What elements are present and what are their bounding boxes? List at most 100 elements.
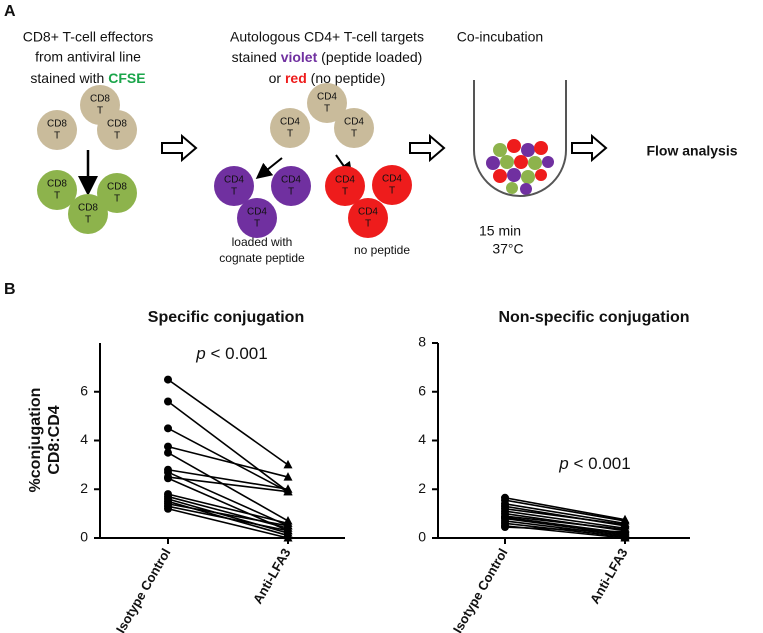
y-axis-label: %conjugation bbox=[27, 388, 44, 493]
marker-triangle bbox=[620, 533, 630, 542]
cell-label: T bbox=[97, 106, 103, 117]
annotation-italic: p bbox=[195, 344, 205, 363]
pair-line bbox=[167, 427, 289, 493]
cell-label: CD4 bbox=[280, 117, 300, 128]
cell-body bbox=[307, 83, 347, 123]
marker-circle bbox=[164, 397, 172, 406]
pair-line bbox=[504, 510, 626, 530]
pair-line bbox=[504, 515, 626, 531]
caption: Autologous CD4+ T-cell targets bbox=[230, 29, 424, 45]
pair-line bbox=[504, 520, 626, 537]
cell-body bbox=[97, 110, 137, 150]
marker-circle bbox=[164, 448, 172, 457]
cell-label: CD8 bbox=[90, 94, 110, 105]
y-tick-label: 4 bbox=[80, 431, 88, 447]
cell-label: T bbox=[54, 191, 60, 202]
caption: from antiviral line bbox=[35, 49, 141, 65]
pair-line bbox=[504, 526, 626, 533]
pair-line bbox=[167, 468, 289, 491]
pair-line bbox=[167, 493, 289, 525]
pair-line bbox=[167, 378, 289, 466]
highlight: CFSE bbox=[108, 70, 145, 86]
cell-body bbox=[348, 198, 388, 238]
marker-circle bbox=[164, 504, 172, 513]
marker-circle bbox=[164, 474, 172, 483]
cell-label: T bbox=[114, 131, 120, 142]
marker-triangle bbox=[283, 472, 293, 481]
highlight: violet bbox=[281, 49, 318, 65]
marker-circle bbox=[501, 523, 509, 532]
caption: or red (no peptide) bbox=[269, 70, 386, 86]
caption: stained with CFSE bbox=[30, 70, 145, 86]
pair-line bbox=[504, 496, 626, 521]
process-arrow bbox=[409, 135, 445, 161]
pair-line bbox=[504, 503, 626, 525]
y-axis-label: CD8:CD4 bbox=[46, 405, 63, 474]
caption: loaded with bbox=[232, 235, 293, 249]
y-tick-label: 0 bbox=[80, 529, 88, 545]
cell-body bbox=[372, 165, 412, 205]
cell-label: T bbox=[231, 187, 237, 198]
cell-label: CD4 bbox=[317, 92, 337, 103]
cell-label: CD8 bbox=[107, 182, 127, 193]
panel-label: B bbox=[4, 281, 16, 298]
pair-line bbox=[504, 499, 626, 522]
annotation-italic: p bbox=[558, 454, 568, 473]
cell-body bbox=[37, 110, 77, 150]
cell-label: T bbox=[85, 215, 91, 226]
cell-label: T bbox=[114, 194, 120, 205]
pair-line bbox=[504, 507, 626, 526]
pair-line bbox=[167, 445, 289, 478]
marker-triangle bbox=[283, 459, 293, 469]
cell-label: CD4 bbox=[247, 207, 267, 218]
y-tick-label: 2 bbox=[80, 480, 88, 496]
cell-label: CD4 bbox=[224, 175, 244, 186]
caption: 37°C bbox=[492, 241, 523, 257]
cell-label: CD8 bbox=[107, 119, 127, 130]
pair-line bbox=[167, 400, 289, 493]
annotation: p < 0.001 bbox=[558, 454, 630, 473]
cell-label: CD4 bbox=[382, 174, 402, 185]
y-tick-label: 8 bbox=[418, 334, 426, 350]
cell-body bbox=[334, 108, 374, 148]
caption: cognate peptide bbox=[219, 251, 305, 265]
cell-body bbox=[237, 198, 277, 238]
pair-line bbox=[167, 503, 289, 527]
chart-title: Specific conjugation bbox=[148, 309, 304, 326]
caption-part: (peptide loaded) bbox=[317, 49, 422, 65]
cell-label: CD4 bbox=[358, 207, 378, 218]
marker-triangle bbox=[283, 525, 293, 535]
y-tick-label: 0 bbox=[418, 529, 426, 545]
marker-triangle bbox=[283, 533, 293, 542]
cell-label: CD8 bbox=[47, 179, 67, 190]
marker-circle bbox=[164, 442, 172, 451]
cell-body bbox=[325, 166, 365, 206]
y-tick-label: 6 bbox=[418, 382, 426, 398]
cell-label: CD4 bbox=[344, 117, 364, 128]
caption: 15 min bbox=[479, 223, 521, 239]
cell-label: T bbox=[324, 104, 330, 115]
marker-triangle bbox=[283, 486, 293, 496]
cell-body bbox=[37, 170, 77, 210]
cell-body bbox=[214, 166, 254, 206]
cell-label: T bbox=[287, 129, 293, 140]
caption: Co-incubation bbox=[457, 29, 543, 45]
cell-body bbox=[97, 173, 137, 213]
x-tick-label: Isotype Control bbox=[450, 546, 511, 633]
arrow bbox=[255, 157, 283, 179]
annotation: p < 0.001 bbox=[195, 344, 267, 363]
caption-part: stained with bbox=[30, 70, 108, 86]
cell-label: T bbox=[342, 187, 348, 198]
cell-label: CD8 bbox=[78, 203, 98, 214]
pair-line bbox=[167, 505, 289, 532]
caption: CD8+ T-cell effectors bbox=[23, 29, 154, 45]
annotation-text: < 0.001 bbox=[206, 344, 268, 363]
marker-circle bbox=[164, 375, 172, 384]
y-tick-label: 6 bbox=[80, 382, 88, 398]
